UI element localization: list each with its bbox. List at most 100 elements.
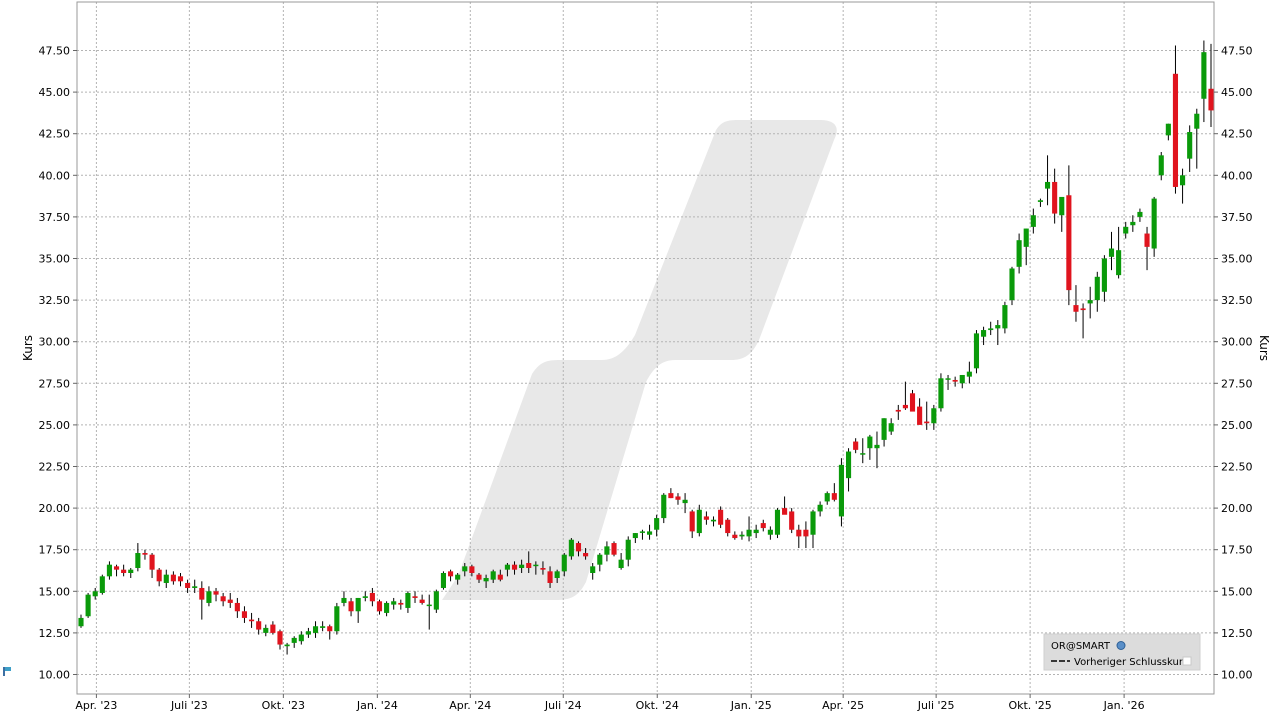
y-tick-label-left: 15.00 xyxy=(39,585,71,598)
candle xyxy=(462,563,468,577)
candle-body xyxy=(845,451,852,479)
candle-body xyxy=(92,591,98,597)
y-tick-label-left: 40.00 xyxy=(39,169,71,182)
candle-body xyxy=(1165,123,1171,136)
candle xyxy=(433,589,439,613)
legend-checkbox[interactable] xyxy=(1182,656,1192,666)
candle-body xyxy=(213,591,219,595)
candle-body xyxy=(327,626,333,632)
candle-body xyxy=(476,574,482,580)
candle xyxy=(575,541,582,557)
candle xyxy=(1208,43,1214,128)
candle xyxy=(455,572,461,585)
candle-body xyxy=(732,534,738,539)
candle-body xyxy=(774,509,781,535)
candle-body xyxy=(909,393,916,412)
candle-body xyxy=(483,577,489,582)
gridlines xyxy=(77,2,1214,694)
candle xyxy=(85,592,91,618)
x-tick-label: Jan. '25 xyxy=(730,699,772,712)
candle xyxy=(185,579,191,593)
y-tick-label-left: 32.50 xyxy=(39,294,71,307)
candle-body xyxy=(902,404,908,409)
candle xyxy=(355,597,361,623)
candle-body xyxy=(78,617,84,627)
y-tick-label-right: 30.00 xyxy=(1221,336,1253,349)
y-tick-label-right: 10.00 xyxy=(1221,669,1253,682)
candle xyxy=(1151,196,1157,257)
candle xyxy=(199,581,205,620)
candle-body xyxy=(718,509,724,525)
candle xyxy=(284,642,290,655)
candle-body xyxy=(810,511,816,535)
candle xyxy=(703,511,709,525)
candle xyxy=(1101,255,1107,302)
candle xyxy=(888,418,894,435)
candle xyxy=(696,504,702,537)
candle-body xyxy=(85,594,91,617)
candle xyxy=(1172,45,1179,194)
candle-body xyxy=(789,511,795,530)
candle-body xyxy=(440,572,447,588)
candle xyxy=(1108,231,1115,271)
candle-body xyxy=(696,509,702,534)
candle-body xyxy=(1073,305,1079,312)
candle-body xyxy=(1201,52,1207,99)
candle-body xyxy=(384,602,390,613)
candle xyxy=(384,601,390,617)
candle xyxy=(1030,208,1036,234)
y-tick-label-left: 12.50 xyxy=(39,627,71,640)
candle-body xyxy=(632,533,638,539)
candle-body xyxy=(106,564,112,577)
candle-body xyxy=(497,574,503,580)
candle-body xyxy=(881,418,887,440)
y-tick-label-left: 30.00 xyxy=(39,336,71,349)
candle-body xyxy=(256,621,262,630)
candle xyxy=(305,627,311,638)
candle-body xyxy=(554,571,560,578)
candle xyxy=(398,599,404,610)
candle xyxy=(824,491,830,505)
candle-body xyxy=(99,576,105,593)
candle-body xyxy=(1116,250,1122,276)
candle xyxy=(490,569,496,583)
candle xyxy=(760,519,766,532)
candle xyxy=(988,321,994,336)
candle xyxy=(1002,301,1008,334)
candle xyxy=(746,516,752,542)
x-tick-label: Juli '25 xyxy=(917,699,955,712)
candle xyxy=(774,508,781,539)
candle-body xyxy=(249,619,255,622)
candle xyxy=(597,553,603,572)
candle xyxy=(1137,208,1143,222)
candle xyxy=(646,524,653,540)
candle xyxy=(803,521,809,549)
candle xyxy=(270,621,276,635)
candle xyxy=(654,514,660,537)
candle-body xyxy=(703,516,709,520)
x-tick-label: Juli '23 xyxy=(170,699,208,712)
candle-body xyxy=(966,371,972,377)
legend: OR@SMART Vorheriger Schlusskurs xyxy=(1043,633,1201,671)
candle-body xyxy=(853,441,859,450)
candle-body xyxy=(284,644,290,647)
candle-body xyxy=(888,423,894,432)
candle-body xyxy=(959,374,965,384)
candle-body xyxy=(227,599,233,603)
legend-entry-instrument: OR@SMART xyxy=(1051,641,1111,652)
candle xyxy=(1130,215,1136,232)
candle-body xyxy=(583,553,589,557)
candle-body xyxy=(234,602,240,612)
x-tick-label: Apr. '24 xyxy=(449,699,491,712)
candle xyxy=(1052,168,1058,224)
candle xyxy=(952,376,958,387)
candle xyxy=(583,548,589,560)
candle xyxy=(106,561,112,580)
x-tick-label: Juli '24 xyxy=(544,699,582,712)
candle-body xyxy=(540,568,546,570)
candle xyxy=(1165,123,1171,141)
candle xyxy=(504,563,510,577)
candle-body xyxy=(113,566,120,570)
y-tick-label-right: 17.50 xyxy=(1221,544,1253,557)
y-tick-label-right: 15.00 xyxy=(1221,585,1253,598)
